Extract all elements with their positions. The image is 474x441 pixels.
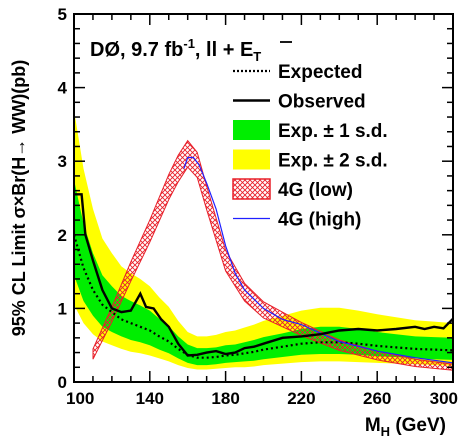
experiment-label-channel: , ll + — [195, 39, 240, 61]
experiment-label-met-sub: T — [253, 49, 261, 64]
legend-label: 4G (low) — [278, 180, 353, 201]
y-tick-label: 0 — [58, 373, 67, 392]
y-axis-label-arrow: → — [9, 139, 29, 157]
legend-label: Exp. ± 1 s.d. — [278, 121, 388, 142]
x-axis-label-unit: (GeV) — [390, 415, 446, 436]
series-4g-low-band — [92, 139, 453, 371]
x-tick-label: 220 — [287, 389, 315, 408]
x-axis-label: MH (GeV) — [365, 415, 446, 439]
data-layer — [74, 109, 453, 371]
y-axis-label-br: Br(H — [9, 157, 29, 196]
legend-item: 4G (low) — [232, 178, 353, 201]
legend-label: Expected — [278, 62, 362, 83]
legend-swatch-2sd — [233, 149, 270, 170]
x-tick-label: 180 — [211, 389, 239, 408]
legend-label: Exp. ± 2 s.d. — [278, 151, 388, 172]
x-axis-label-main: M — [365, 415, 381, 436]
legend-swatch-1sd — [233, 120, 270, 140]
y-axis-label: 95% CL Limit σ×Br(H→ WW)(pb) — [9, 60, 29, 337]
experiment-label: DØ, 9.7 fb-1, ll + ET — [90, 36, 292, 64]
legend-item: Exp. ± 1 s.d. — [233, 120, 388, 142]
legend-label: Observed — [278, 92, 366, 113]
y-tick-label: 5 — [58, 5, 67, 24]
y-axis-label-lead: 95% CL Limit — [9, 219, 29, 337]
x-axis-label-sub: H — [381, 424, 390, 439]
y-axis-label-tail: WW)(pb) — [9, 60, 29, 139]
experiment-label-lumi-exponent: -1 — [183, 36, 195, 51]
legend-label: 4G (high) — [278, 210, 361, 231]
y-tick-label: 3 — [58, 152, 67, 171]
axis-ticks: 100 140 180 220 260 300 0 1 2 3 4 5 — [58, 5, 458, 408]
experiment-label-prefix: DØ, 9.7 fb — [90, 39, 183, 61]
y-tick-label: 1 — [58, 299, 67, 318]
legend-item: Observed — [233, 92, 366, 113]
legend-item: 4G (high) — [233, 210, 361, 231]
x-tick-label: 140 — [136, 389, 164, 408]
band-1sd — [74, 179, 453, 366]
y-tick-label: 4 — [58, 79, 68, 98]
svg-text:DØ, 9.7 fb-1, ll + ET: DØ, 9.7 fb-1, ll + ET — [90, 36, 261, 64]
legend: Expected Observed Exp. ± 1 s.d. Exp. ± 2 s.… — [232, 62, 388, 231]
y-tick-label: 2 — [58, 226, 67, 245]
x-tick-label: 260 — [363, 389, 391, 408]
legend-item: Expected — [233, 62, 362, 83]
legend-swatch-4g-low — [232, 178, 271, 200]
series-observed-line — [74, 193, 453, 357]
legend-item: Exp. ± 2 s.d. — [233, 149, 388, 172]
x-tick-label: 300 — [430, 389, 458, 408]
y-axis-label-sigma: σ — [9, 206, 29, 218]
x-tick-label: 100 — [66, 389, 94, 408]
y-axis-label-times: × — [9, 196, 29, 207]
experiment-label-met: E — [240, 39, 253, 61]
series-4g-high-line — [183, 156, 453, 364]
